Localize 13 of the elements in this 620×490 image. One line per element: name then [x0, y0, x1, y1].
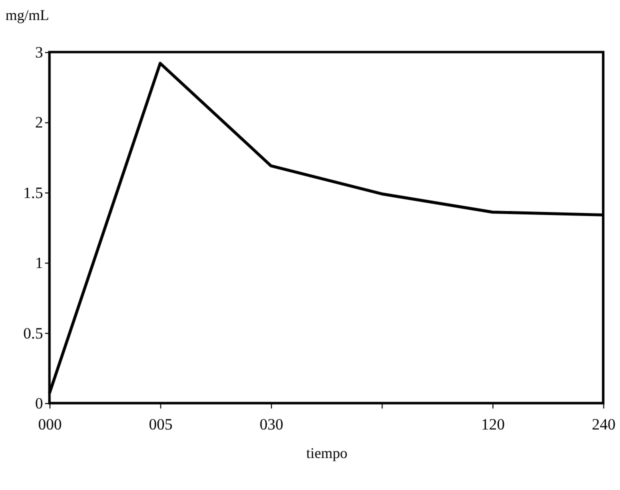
x-tick-label: 000 — [38, 416, 62, 434]
y-tick-label: 0 — [35, 396, 44, 413]
y-tick-label: 2 — [35, 114, 44, 132]
y-tick-label: 1.5 — [23, 184, 44, 202]
y-tick-label: 0.5 — [23, 325, 44, 342]
x-tick-label: 030 — [260, 416, 284, 434]
y-tick-label: 1 — [35, 255, 44, 272]
x-tick-label: 120 — [481, 416, 505, 434]
x-tick-label: 005 — [148, 416, 173, 434]
x-tick-label: 240 — [592, 416, 616, 434]
x-axis-title: tiempo — [306, 446, 348, 462]
y-axis-title: mg/mL — [5, 8, 50, 24]
y-tick-label: 3 — [35, 44, 44, 62]
